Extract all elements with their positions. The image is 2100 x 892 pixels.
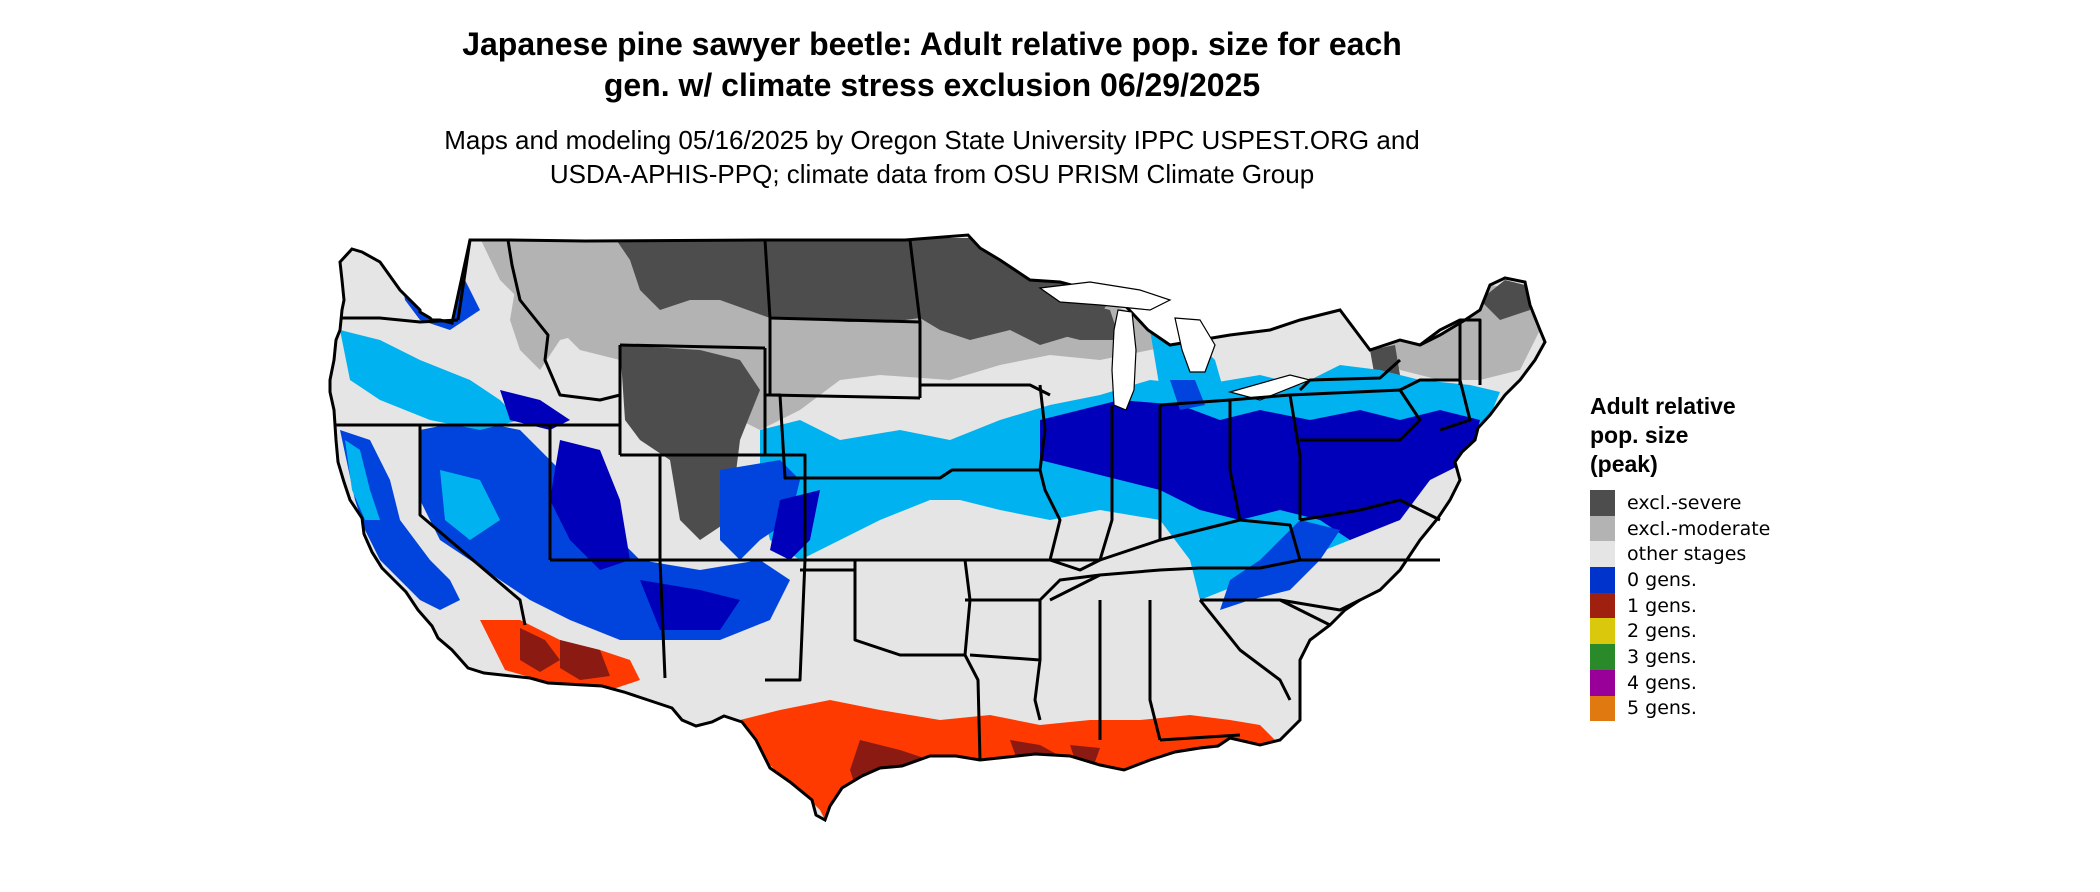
lake-huron	[1174, 317, 1216, 373]
legend-swatch	[1590, 567, 1615, 593]
legend-swatch	[1590, 644, 1615, 670]
legend-title-line3: (peak)	[1590, 451, 1658, 477]
legend-label: 2 gens.	[1627, 620, 1697, 643]
legend-swatch	[1590, 669, 1615, 696]
legend-swatch	[1590, 515, 1615, 542]
legend-label: other stages	[1627, 543, 1747, 566]
legend-swatch	[1590, 541, 1615, 568]
us-map	[328, 233, 1547, 822]
legend-item-3-gens: 3 gens.	[1590, 644, 1770, 670]
legend-item-1-gens: 1 gens.	[1590, 592, 1770, 619]
legend-title: Adult relative pop. size (peak)	[1590, 392, 1770, 479]
map-title: Japanese pine sawyer beetle: Adult relat…	[0, 24, 1864, 106]
legend-label: 4 gens.	[1627, 671, 1697, 694]
legend-label: excl.-severe	[1627, 491, 1742, 514]
legend-title-line1: Adult relative	[1590, 393, 1736, 419]
map-title-line1: Japanese pine sawyer beetle: Adult relat…	[462, 26, 1402, 62]
legend-label: 0 gens.	[1627, 568, 1697, 591]
legend: Adult relative pop. size (peak) excl.-se…	[1590, 392, 1771, 722]
legend-label: 3 gens.	[1627, 645, 1697, 668]
map-subtitle: Maps and modeling 05/16/2025 by Oregon S…	[0, 123, 1864, 191]
legend-swatch	[1590, 592, 1615, 619]
legend-item-2-gens: 2 gens.	[1590, 618, 1770, 645]
lake-superior	[1038, 281, 1172, 311]
map-title-line2: gen. w/ climate stress exclusion 06/29/2…	[603, 67, 1261, 103]
legend-item-0-gens: 0 gens.	[1590, 567, 1770, 593]
lake-michigan	[1111, 309, 1137, 411]
legend-item-other-stages: other stages	[1590, 541, 1770, 568]
state-borders	[336, 239, 1482, 761]
legend-title-line2: pop. size	[1590, 422, 1689, 448]
map-subtitle-line2: USDA-APHIS-PPQ; climate data from OSU PR…	[549, 159, 1315, 189]
legend-swatch	[1590, 618, 1615, 645]
legend-label: 5 gens.	[1627, 697, 1697, 720]
map-subtitle-line1: Maps and modeling 05/16/2025 by Oregon S…	[444, 125, 1420, 155]
legend-swatch	[1590, 695, 1615, 722]
legend-label: 1 gens.	[1627, 594, 1697, 617]
legend-item-4-gens: 4 gens.	[1590, 669, 1770, 696]
legend-label: excl.-moderate	[1627, 517, 1771, 540]
legend-swatch	[1590, 490, 1615, 516]
legend-item-excl-severe: excl.-severe	[1590, 490, 1770, 516]
legend-item-excl-moderate: excl.-moderate	[1590, 515, 1771, 542]
legend-item-5-gens: 5 gens.	[1590, 695, 1770, 722]
